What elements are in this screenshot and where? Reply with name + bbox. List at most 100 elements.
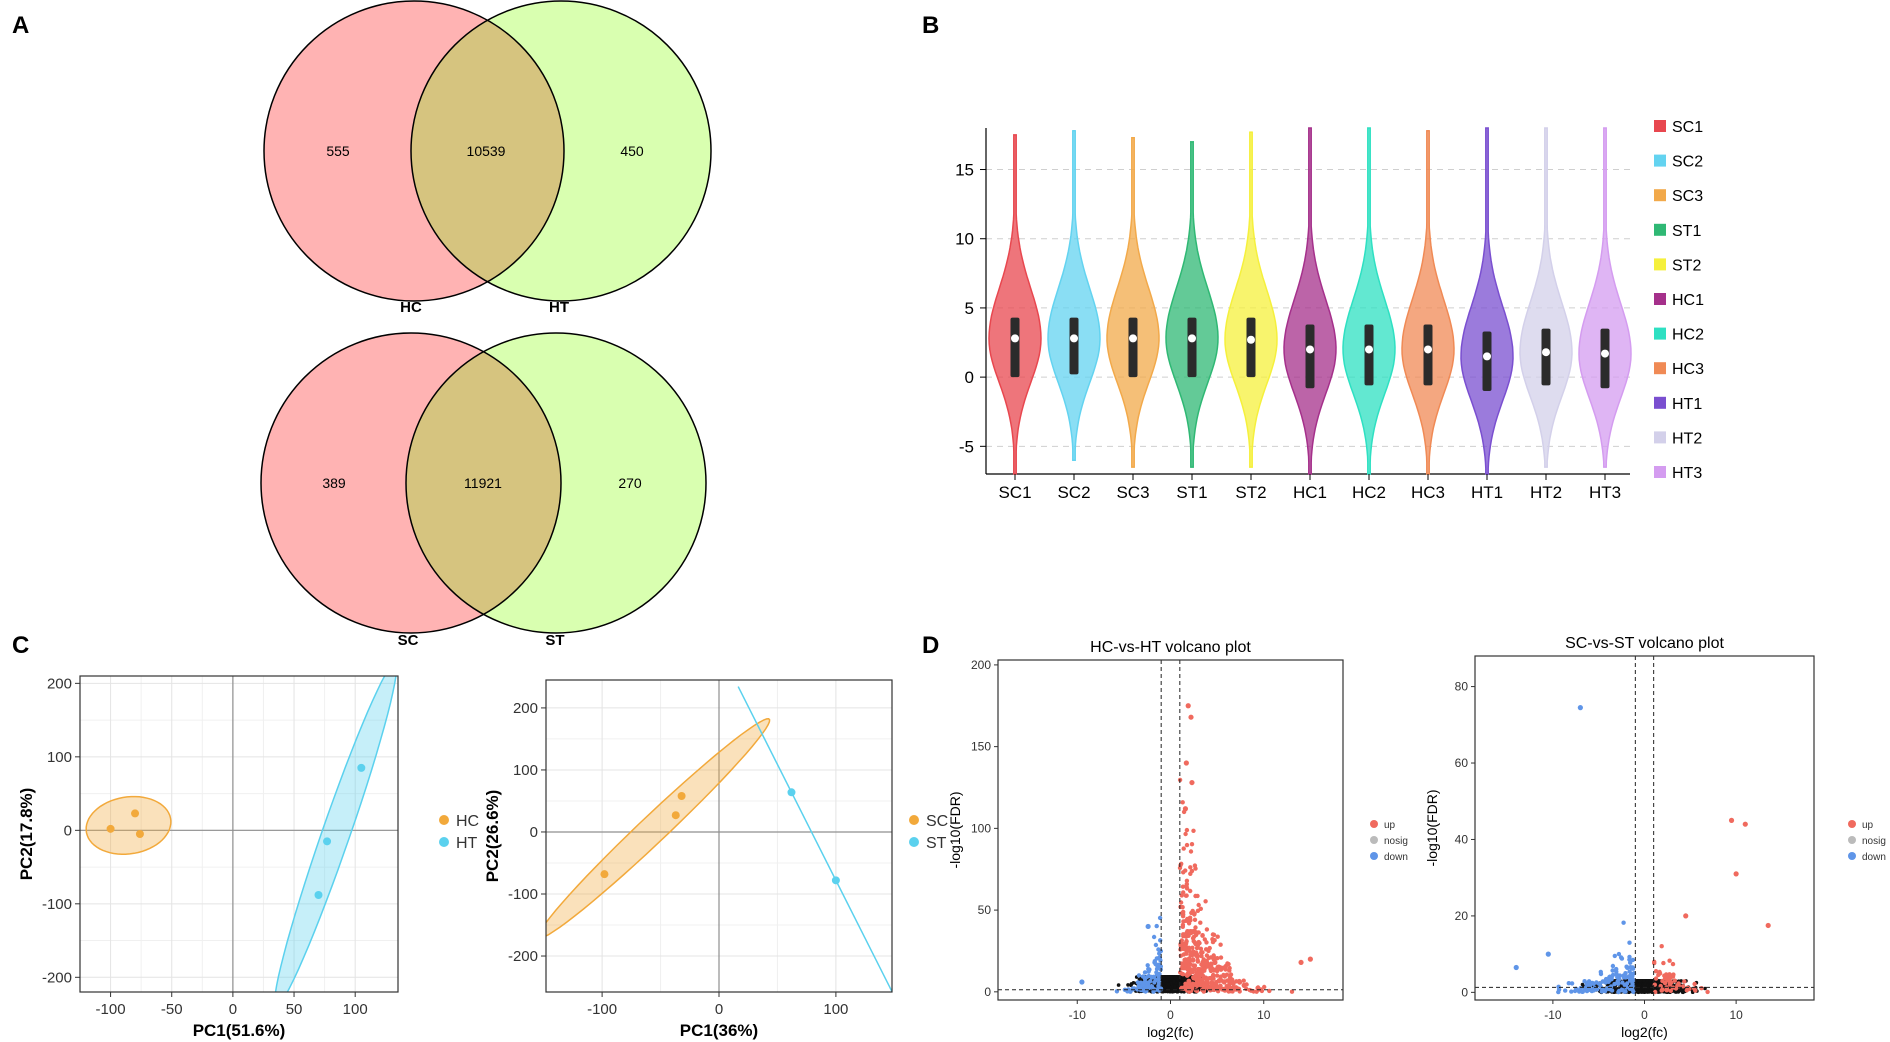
volcano-point-up	[1663, 974, 1669, 979]
volcano-point-down	[1146, 969, 1151, 974]
violin-xtick-label: ST1	[1176, 483, 1207, 502]
violin-legend-label-sc3: SC3	[1672, 188, 1703, 205]
panel-label-d: D	[922, 632, 939, 659]
volcano-point-up	[1193, 982, 1198, 987]
volcano-point-nosig	[1673, 989, 1677, 994]
volcano-point-up	[1186, 965, 1192, 970]
volcano-point-nosig	[1129, 982, 1134, 986]
volcano-ytick-label: 0	[1461, 985, 1468, 999]
volcano-xtick-label: 0	[1167, 1008, 1174, 1022]
volcano-point-up	[1205, 985, 1211, 990]
pca-ytick-label: -200	[42, 969, 72, 986]
volcano-point-up	[1742, 821, 1748, 827]
pca-xtick-label: 100	[823, 1001, 848, 1018]
volcano-point-down	[1153, 942, 1159, 948]
volcano-point-down	[1556, 984, 1561, 989]
volcano-point-down	[1156, 976, 1161, 981]
volcano-x-axis-title: log2(fc)	[1621, 1024, 1668, 1040]
volcano-point-up	[1212, 938, 1217, 943]
volcano-point-up	[1191, 949, 1196, 954]
volcano-legend-marker-up	[1848, 820, 1856, 828]
volcano-point-up	[1665, 987, 1670, 992]
venn-label-sc: SC	[398, 632, 419, 649]
volcano-point-up	[1200, 933, 1205, 938]
volcano-point-down	[1079, 979, 1085, 985]
volcano-point-up	[1218, 942, 1223, 947]
violin-legend-label-ht3: HT3	[1672, 465, 1702, 482]
volcano-point-up	[1189, 779, 1195, 786]
pca-point-ht	[357, 763, 366, 772]
volcano-point-up	[1190, 969, 1195, 975]
volcano-point-down	[1630, 957, 1636, 963]
pca-point-sc	[677, 791, 686, 800]
volcano-ytick-label: 0	[984, 985, 991, 999]
volcano-point-up	[1190, 958, 1196, 963]
volcano-point-up	[1180, 922, 1186, 928]
pca-ytick-label: -100	[508, 886, 538, 903]
volcano-point-up	[1180, 884, 1186, 889]
volcano-ytick-label: 150	[971, 740, 991, 754]
volcano-point-up	[1204, 927, 1210, 932]
volcano-point-down	[1577, 989, 1582, 994]
volcano-point-down	[1610, 968, 1615, 973]
violin-legend-label-sc1: SC1	[1672, 119, 1703, 136]
venn-sc-st-overlap-count: 11921	[464, 475, 502, 491]
volcano-point-down	[1583, 987, 1589, 992]
violin-box-hc1	[1305, 324, 1315, 389]
violin-box-sc2	[1069, 317, 1079, 375]
violin-box-sc1	[1010, 317, 1020, 378]
volcano-legend-label-up: up	[1384, 820, 1396, 831]
volcano-point-up	[1197, 980, 1203, 986]
volcano-point-down	[1569, 981, 1575, 986]
volcano-point-up	[1765, 922, 1771, 929]
pca-legend-marker-sc	[909, 815, 919, 825]
volcano-point-up	[1199, 953, 1204, 959]
volcano-ytick-label: 60	[1455, 756, 1469, 770]
volcano-point-up	[1207, 976, 1212, 981]
volcano-point-down	[1149, 984, 1155, 989]
volcano-point-up	[1699, 986, 1704, 991]
volcano-point-nosig	[1648, 979, 1653, 983]
volcano-point-down	[1153, 961, 1158, 967]
venn-outline-st	[405, 332, 707, 634]
violin-median-hc3	[1424, 345, 1432, 354]
pca-xtick-label: -100	[587, 1001, 617, 1018]
volcano-point-up	[1682, 979, 1687, 984]
violin-ytick-label: -5	[959, 437, 974, 456]
volcano-x-axis-title: log2(fc)	[1147, 1024, 1194, 1040]
volcano-point-up	[1683, 913, 1689, 919]
volcano-legend-label-down: down	[1862, 852, 1886, 863]
volcano-point-nosig	[1173, 984, 1177, 989]
volcano-point-up	[1233, 985, 1239, 990]
volcano-point-up	[1227, 978, 1233, 983]
pca-xtick-label: -50	[161, 1001, 183, 1018]
volcano-point-up	[1198, 920, 1203, 925]
violin-legend-swatch-ht2	[1654, 431, 1666, 444]
volcano-point-down	[1563, 988, 1568, 993]
volcano-ytick-label: 200	[971, 658, 991, 672]
volcano-point-up	[1662, 980, 1668, 986]
violin-box-ht2	[1541, 328, 1551, 386]
volcano-points-layer	[1079, 703, 1313, 994]
violin-box-sc3	[1128, 317, 1138, 378]
volcano-point-down	[1145, 923, 1151, 930]
pca-xtick-label: 100	[343, 1001, 368, 1018]
violin-xtick-label: SC2	[1057, 483, 1090, 502]
volcano-point-up	[1307, 956, 1313, 962]
volcano-point-nosig	[1637, 979, 1642, 983]
violin-ytick-label: 5	[965, 299, 974, 318]
volcano-point-nosig	[1116, 983, 1121, 987]
volcano-point-up	[1183, 760, 1189, 766]
volcano-point-up	[1184, 881, 1190, 887]
volcano-point-up	[1210, 974, 1216, 979]
venn-outline-hc	[263, 0, 565, 302]
volcano-point-up	[1196, 902, 1201, 908]
volcano-point-up	[1224, 984, 1229, 989]
volcano-plot-sc-st: SC-vs-ST volcano plot -10 0 10 0 20 40 60 80 log2…	[1424, 635, 1886, 1040]
volcano-xtick-label: -10	[1544, 1008, 1562, 1022]
volcano-point-down	[1619, 988, 1624, 993]
violin-median-sc2	[1070, 334, 1078, 343]
volcano-point-nosig	[1169, 975, 1173, 979]
venn-overlap-region	[411, 1, 564, 301]
volcano-point-up	[1676, 983, 1681, 988]
